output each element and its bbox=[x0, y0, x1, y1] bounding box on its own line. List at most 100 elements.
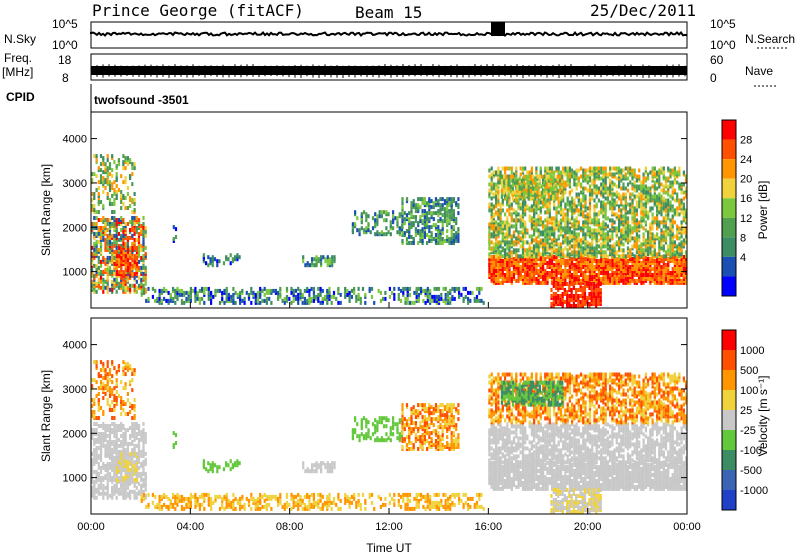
power-cell bbox=[566, 282, 569, 286]
power-cell bbox=[189, 286, 192, 291]
power-cell bbox=[104, 279, 107, 284]
power-cell bbox=[124, 196, 127, 200]
power-cell bbox=[344, 294, 347, 299]
power-cell bbox=[611, 252, 614, 257]
power-cell bbox=[664, 257, 668, 261]
power-cell bbox=[644, 252, 647, 257]
power-cell bbox=[660, 255, 663, 259]
power-cell bbox=[622, 278, 625, 283]
power-cell bbox=[172, 225, 175, 230]
power-cell bbox=[229, 261, 232, 266]
power-cell bbox=[597, 190, 600, 195]
power-cell bbox=[638, 250, 641, 255]
power-cell bbox=[97, 218, 100, 222]
power-cell bbox=[129, 252, 132, 257]
power-cell bbox=[408, 217, 411, 222]
power-cell bbox=[649, 250, 652, 255]
power-cell bbox=[371, 226, 375, 231]
power-cell bbox=[573, 182, 576, 187]
power-cell bbox=[99, 200, 103, 204]
power-cell bbox=[678, 271, 681, 275]
power-cell bbox=[294, 294, 298, 299]
power-cell bbox=[348, 298, 351, 303]
power-cell bbox=[511, 174, 515, 179]
power-cell bbox=[174, 235, 178, 239]
power-cell bbox=[566, 212, 569, 217]
power-cell bbox=[448, 197, 451, 202]
power-cell bbox=[626, 210, 630, 215]
power-cell bbox=[546, 202, 549, 207]
power-cell bbox=[499, 170, 502, 175]
power-cell bbox=[557, 277, 560, 281]
power-cell bbox=[580, 252, 583, 257]
power-cell bbox=[102, 216, 105, 220]
power-cell bbox=[174, 294, 177, 299]
power-cell bbox=[441, 223, 444, 228]
power-cell bbox=[122, 226, 125, 230]
power-cell bbox=[647, 210, 650, 215]
noise-panel: N.Sky 10^5 10^0 10^5 10^0 N.Search bbox=[4, 17, 795, 52]
power-cell bbox=[535, 200, 538, 205]
power-cell bbox=[635, 174, 638, 179]
power-cell bbox=[207, 255, 210, 260]
power-cell bbox=[521, 275, 525, 279]
power-cell bbox=[450, 213, 453, 218]
power-cell bbox=[104, 285, 107, 290]
power-cell bbox=[517, 218, 520, 223]
power-cell bbox=[202, 253, 205, 258]
power-cell bbox=[676, 192, 679, 197]
power-cell bbox=[653, 265, 656, 269]
power-cell bbox=[682, 273, 685, 277]
power-cell bbox=[106, 180, 109, 185]
power-cell bbox=[426, 286, 429, 291]
power-cell bbox=[588, 172, 592, 177]
power-cell bbox=[526, 271, 529, 275]
power-cell bbox=[573, 263, 576, 267]
power-cell bbox=[638, 174, 641, 179]
power-cell bbox=[499, 240, 502, 245]
power-cell bbox=[660, 265, 663, 269]
power-cell bbox=[595, 232, 598, 237]
power-cell bbox=[622, 261, 625, 265]
power-cell bbox=[539, 275, 542, 279]
power-cell bbox=[533, 271, 536, 275]
power-cell bbox=[490, 186, 493, 191]
power-cell bbox=[629, 180, 632, 185]
power-cell bbox=[685, 212, 688, 217]
power-cell bbox=[542, 271, 545, 275]
power-cell bbox=[546, 244, 549, 249]
power-cell bbox=[444, 300, 447, 305]
power-cell bbox=[571, 188, 574, 193]
power-cell bbox=[131, 255, 134, 260]
power-cell bbox=[124, 258, 127, 263]
power-cell bbox=[428, 211, 431, 216]
power-cell bbox=[512, 218, 516, 223]
power-cell bbox=[635, 188, 638, 193]
power-cell bbox=[640, 206, 643, 211]
power-cell bbox=[434, 211, 438, 216]
power-cell bbox=[644, 210, 647, 215]
power-cell bbox=[595, 284, 598, 288]
power-cell bbox=[144, 233, 147, 238]
power-cell bbox=[124, 180, 127, 185]
power-cell bbox=[108, 184, 112, 188]
power-cell bbox=[555, 263, 558, 267]
power-cell bbox=[660, 194, 663, 199]
power-cell bbox=[458, 294, 461, 299]
power-cell bbox=[133, 222, 136, 226]
power-cell bbox=[503, 190, 506, 195]
power-cell bbox=[490, 166, 493, 171]
power-cell bbox=[527, 196, 530, 201]
power-cell bbox=[550, 226, 554, 231]
power-cell bbox=[642, 176, 645, 181]
power-cell bbox=[651, 236, 654, 241]
noise-left-tick-bottom: 10^0 bbox=[52, 38, 78, 52]
power-cell bbox=[490, 202, 493, 207]
power-cell bbox=[577, 304, 580, 308]
power-cell bbox=[611, 202, 614, 207]
power-cell bbox=[593, 234, 596, 239]
power-cell bbox=[604, 188, 607, 193]
power-cell bbox=[575, 176, 578, 181]
power-cell bbox=[557, 166, 560, 171]
power-cell bbox=[682, 190, 685, 195]
